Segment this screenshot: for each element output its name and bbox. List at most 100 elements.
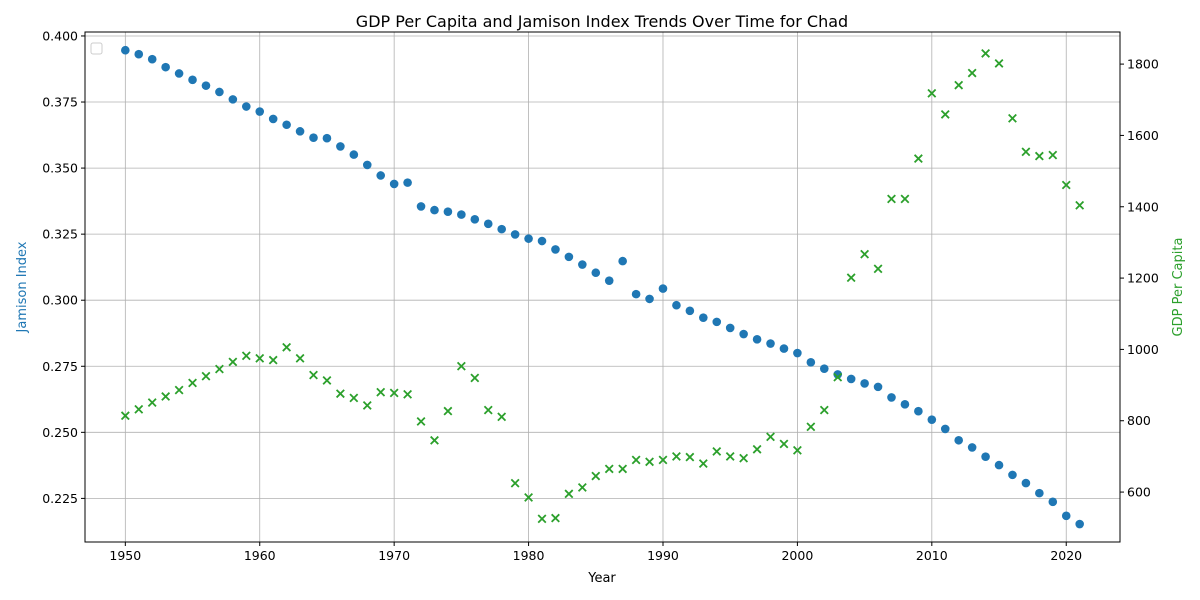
jamison-point (457, 210, 466, 219)
jamison-point (779, 344, 789, 353)
gdp-point (887, 194, 896, 204)
gdp-point (779, 439, 789, 449)
gdp-point (1048, 150, 1058, 160)
jamison-point (699, 313, 708, 322)
gdp-point (1061, 180, 1071, 190)
jamison-point (1048, 497, 1058, 507)
x-axis-label: Year (587, 571, 616, 586)
jamison-point (658, 284, 668, 293)
jamison-point (362, 160, 372, 170)
gdp-point (739, 453, 749, 463)
gdp-point (860, 249, 870, 259)
x-tick-label: 1970 (378, 548, 410, 563)
gdp-point (631, 455, 641, 465)
gdp-point (510, 478, 520, 488)
x-tick-label: 1980 (513, 548, 545, 563)
jamison-point (201, 81, 211, 90)
gdp-point (940, 109, 950, 119)
jamison-point (940, 424, 950, 434)
right-y-tick-label: 800 (1127, 413, 1151, 428)
jamison-point (497, 224, 506, 234)
gdp-point (483, 405, 493, 415)
jamison-point (994, 460, 1004, 470)
gdp-point (551, 513, 560, 523)
gdp-point (161, 392, 171, 401)
jamison-point (631, 289, 641, 299)
right-y-tick-label: 1400 (1127, 199, 1159, 214)
jamison-point (793, 348, 802, 358)
right-y-tick-label: 600 (1127, 485, 1151, 500)
gdp-point (981, 48, 991, 58)
jamison-point (819, 364, 829, 373)
x-tick-label: 2020 (1050, 548, 1082, 563)
jamison-point (349, 150, 359, 159)
gdp-per-capita-series (120, 48, 1085, 524)
jamison-point (430, 205, 439, 215)
gdp-point (443, 406, 453, 416)
gdp-point (456, 361, 466, 371)
gdp-point (833, 372, 843, 382)
jamison-point (416, 202, 426, 211)
x-axis-ticks: 1950 1960 1970 1980 1990 2000 2010 2020 (109, 542, 1082, 563)
gdp-point (537, 514, 547, 524)
gdp-point (994, 58, 1004, 68)
gdp-point (577, 482, 587, 492)
gdp-point (241, 351, 251, 361)
gdp-point (497, 412, 507, 422)
gdp-point (188, 378, 197, 388)
gdp-point (1021, 147, 1031, 157)
jamison-point (376, 171, 386, 180)
jamison-point (914, 406, 923, 416)
gdp-point (389, 388, 399, 398)
jamison-point (470, 215, 480, 224)
jamison-point (161, 62, 170, 72)
right-y-axis-label: GDP Per Capita (1171, 238, 1186, 337)
jamison-point (618, 256, 627, 266)
jamison-point (927, 415, 937, 424)
jamison-point (887, 393, 896, 402)
jamison-point (604, 276, 614, 285)
gdp-point (792, 445, 802, 455)
jamison-point (255, 107, 265, 116)
jamison-point (322, 133, 332, 143)
jamison-point (551, 245, 560, 254)
gdp-point (685, 452, 695, 462)
jamison-point (121, 45, 130, 55)
right-y-tick-label: 1200 (1127, 271, 1159, 286)
gdp-point (416, 417, 426, 426)
jamison-point (241, 102, 251, 111)
gdp-point (120, 411, 130, 421)
plot-frame (84, 31, 1121, 543)
gdp-point (967, 68, 977, 78)
gdp-point (322, 376, 332, 385)
left-y-tick-label: 0.300 (42, 293, 78, 308)
jamison-point (1021, 478, 1031, 488)
left-y-axis-label: Jamison Index (15, 241, 30, 333)
gdp-point (913, 154, 923, 164)
jamison-point (645, 294, 654, 304)
jamison-point (443, 207, 453, 216)
left-y-axis-ticks: 0.225 0.250 0.275 0.300 0.325 0.350 0.375 0.400 (42, 28, 85, 506)
x-tick-label: 1950 (109, 548, 141, 563)
left-y-tick-label: 0.225 (42, 491, 78, 506)
gdp-point (309, 370, 318, 380)
right-y-tick-label: 1800 (1127, 57, 1159, 72)
gdp-point (712, 446, 722, 456)
jamison-point (860, 379, 869, 388)
gdp-point (819, 405, 829, 415)
gdp-point (591, 471, 601, 481)
gdp-point (268, 355, 278, 365)
gdp-point (618, 464, 628, 474)
jamison-point (672, 300, 681, 310)
jamison-point (1008, 470, 1017, 480)
jamison-point (1061, 511, 1071, 521)
gdp-point (954, 80, 964, 90)
left-y-tick-label: 0.275 (42, 359, 78, 374)
left-y-tick-label: 0.400 (42, 28, 78, 43)
jamison-point (309, 133, 318, 142)
gdp-point (725, 451, 735, 461)
gdp-point (295, 353, 305, 363)
x-tick-label: 2000 (781, 548, 813, 563)
gdp-point (349, 393, 359, 403)
jamison-index-series (121, 45, 1084, 529)
